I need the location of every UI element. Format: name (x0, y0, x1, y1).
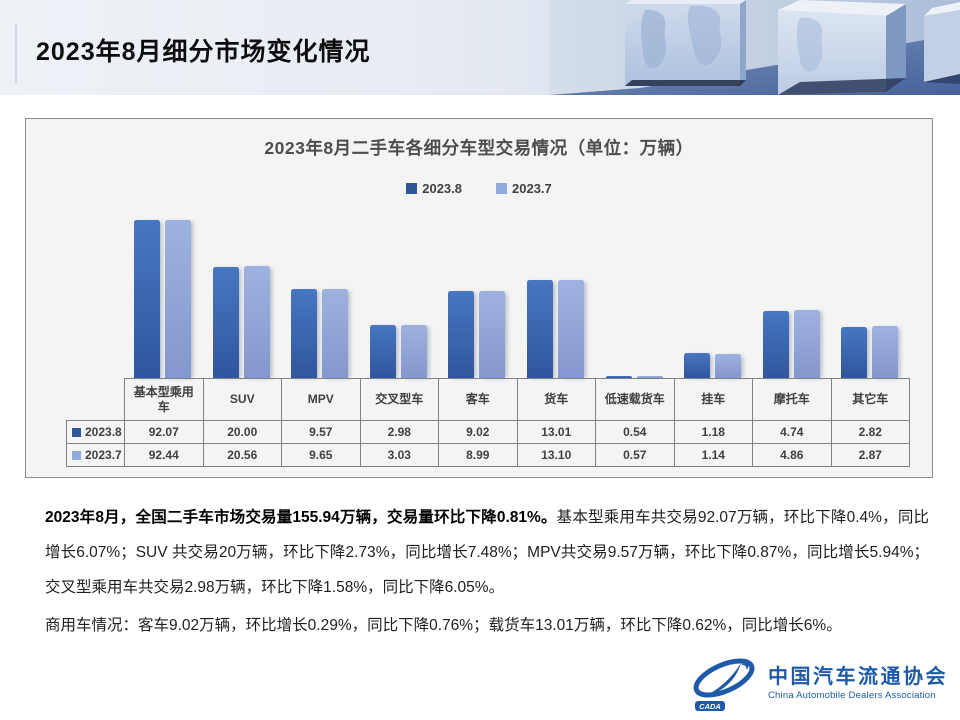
column-header-其它车: 其它车 (830, 378, 910, 421)
cada-logo-icon: CADA (693, 658, 755, 711)
page-title: 2023年8月细分市场变化情况 (36, 38, 371, 66)
value-cell-2023.8-摩托车: 4.74 (752, 420, 832, 444)
bar-2023.8-交叉型车 (369, 325, 396, 378)
legend-item-2023.8: 2023.8 (406, 181, 462, 196)
value-cell-2023.8-基本型乘用车: 92.07 (124, 420, 204, 444)
bar-2023.8-客车 (448, 291, 475, 378)
summary-paragraph-1: 2023年8月，全国二手车市场交易量155.94万辆，交易量环比下降0.81%。… (45, 500, 929, 605)
bar-2023.8-MPV (291, 289, 318, 378)
bar-2023.8-SUV (212, 266, 239, 378)
column-header-MPV: MPV (281, 378, 361, 421)
row-label-2023.8: 2023.8 (66, 420, 125, 444)
header-cubes-art (550, 0, 960, 95)
row-label-2023.7: 2023.7 (66, 443, 125, 467)
bar-group-SUV (203, 119, 282, 378)
bar-group-摩托车 (753, 119, 832, 378)
value-cell-2023.7-交叉型车: 3.03 (359, 443, 439, 467)
header-band: 2023年8月细分市场变化情况 (0, 0, 960, 95)
column-header-SUV: SUV (202, 378, 282, 421)
bar-2023.8-基本型乘用车 (134, 219, 160, 378)
chart-panel: 2023年8月二手车各细分车型交易情况（单位：万辆） 2023.8 2023.7 … (25, 118, 933, 478)
value-cell-2023.7-客车: 8.99 (438, 443, 518, 467)
table-row-2023.7: 2023.7 92.44 20.56 9.65 3.03 8.99 13.10 0.57 1.1… (66, 443, 910, 467)
column-header-客车: 客车 (438, 378, 518, 421)
column-header-基本型乘用车: 基本型乘用车 (124, 378, 204, 421)
bar-chart (124, 119, 910, 378)
bar-2023.7-挂车 (715, 354, 742, 378)
bar-2023.8-其它车 (841, 326, 868, 378)
summary-lead: 2023年8月，全国二手车市场交易量155.94万辆，交易量环比下降0.81%。 (45, 509, 557, 526)
value-cell-2023.8-低速载货车: 0.54 (595, 420, 675, 444)
bar-2023.7-其它车 (872, 326, 899, 378)
value-cell-2023.7-其它车: 2.87 (830, 443, 910, 467)
bar-2023.7-MPV (322, 289, 349, 378)
value-cell-2023.7-MPV: 9.65 (281, 443, 361, 467)
value-cell-2023.7-低速载货车: 0.57 (595, 443, 675, 467)
bar-2023.8-低速载货车 (605, 376, 632, 378)
bar-2023.8-摩托车 (762, 310, 789, 378)
bar-2023.7-摩托车 (793, 310, 820, 378)
logo-name-cn: 中国汽车流通协会 (768, 666, 948, 689)
legend-label: 2023.8 (422, 181, 462, 196)
bar-group-客车 (438, 119, 517, 378)
summary-text: 2023年8月，全国二手车市场交易量155.94万辆，交易量环比下降0.81%。… (45, 500, 929, 643)
title-accent-line (15, 24, 17, 84)
legend-label: 2023.7 (512, 181, 552, 196)
value-cell-2023.7-基本型乘用车: 92.44 (124, 443, 204, 467)
bar-2023.7-交叉型车 (400, 324, 427, 378)
bar-2023.7-客车 (479, 291, 506, 378)
value-cell-2023.7-挂车: 1.14 (673, 443, 753, 467)
legend-item-2023.7: 2023.7 (496, 181, 552, 196)
bar-group-交叉型车 (360, 119, 439, 378)
value-cell-2023.8-MPV: 9.57 (281, 420, 361, 444)
logo-name-en: China Automobile Dealers Association (768, 690, 936, 702)
bar-group-MPV (281, 119, 360, 378)
bar-2023.7-低速载货车 (636, 375, 663, 378)
column-header-挂车: 挂车 (673, 378, 753, 421)
column-header-交叉型车: 交叉型车 (359, 378, 439, 421)
bar-group-基本型乘用车 (124, 119, 203, 378)
legend-swatch-icon (496, 183, 507, 194)
svg-text:CADA: CADA (699, 702, 721, 711)
chart-title: 2023年8月二手车各细分车型交易情况（单位：万辆） (264, 138, 694, 158)
row-swatch-icon (72, 450, 81, 460)
summary-paragraph-2: 商用车情况：客车9.02万辆，环比增长0.29%，同比下降0.76%；载货车13… (45, 617, 842, 634)
bar-2023.8-挂车 (684, 353, 711, 378)
bar-group-货车 (517, 119, 596, 378)
value-cell-2023.8-客车: 9.02 (438, 420, 518, 444)
value-cell-2023.8-货车: 13.01 (516, 420, 596, 444)
chart-legend: 2023.8 2023.7 (26, 181, 932, 196)
table-row-2023.8: 2023.8 92.07 20.00 9.57 2.98 9.02 13.01 0.54 1.1… (66, 420, 910, 444)
bar-group-挂车 (674, 119, 753, 378)
legend-swatch-icon (406, 183, 418, 194)
bar-2023.7-货车 (557, 279, 584, 378)
bar-group-低速载货车 (596, 119, 675, 378)
table-header-row: 基本型乘用车 SUV MPV 交叉型车 客车 货车 低速载货车 挂车 摩托车 其它车 (66, 378, 910, 421)
value-cell-2023.8-交叉型车: 2.98 (359, 420, 439, 444)
logo-text: 中国汽车流通协会 China Automobile Dealers Associ… (768, 666, 948, 702)
bar-2023.8-货车 (526, 279, 553, 378)
bar-2023.7-SUV (243, 265, 270, 378)
value-cell-2023.8-其它车: 2.82 (830, 420, 910, 444)
value-cell-2023.8-SUV: 20.00 (202, 420, 282, 444)
bar-2023.7-基本型乘用车 (165, 219, 191, 378)
value-cell-2023.7-货车: 13.10 (516, 443, 596, 467)
value-cell-2023.8-挂车: 1.18 (673, 420, 753, 444)
chart-data-table: 基本型乘用车 SUV MPV 交叉型车 客车 货车 低速载货车 挂车 摩托车 其它车 2023.8 9… (66, 378, 910, 467)
table-corner-cell (66, 378, 125, 421)
value-cell-2023.7-SUV: 20.56 (202, 443, 282, 467)
bar-group-其它车 (831, 119, 910, 378)
organization-logo: CADA 中国汽车流通协会 China Automobile Dealers A… (688, 656, 948, 712)
value-cell-2023.7-摩托车: 4.86 (752, 443, 832, 467)
column-header-货车: 货车 (516, 378, 596, 421)
column-header-低速载货车: 低速载货车 (595, 378, 675, 421)
summary-detail: 基本型乘用车共交易92.07万辆，环比下降0.4%，同比增长6.07%；SUV … (45, 509, 930, 596)
row-swatch-icon (72, 427, 81, 437)
column-header-摩托车: 摩托车 (752, 378, 832, 421)
